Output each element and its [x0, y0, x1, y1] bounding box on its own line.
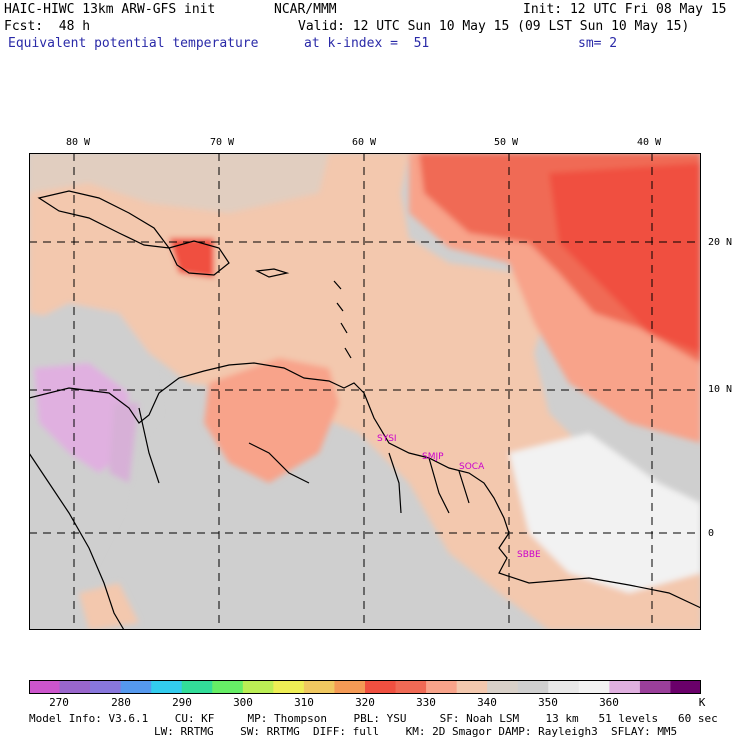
colorbar-swatch	[517, 680, 549, 694]
cbar-tick-300: 300	[233, 696, 253, 709]
cbar-tick-310: 310	[294, 696, 314, 709]
lon-label-50w: 50 W	[494, 137, 519, 148]
level-label: at k-index = 51	[304, 36, 430, 51]
colorbar	[29, 680, 701, 694]
colorbar-swatch	[578, 680, 610, 694]
org-label: NCAR/MMM	[274, 2, 337, 17]
lat-label-eq: 0	[708, 528, 715, 539]
forecast-hour: Fcst: 48 h	[4, 19, 91, 34]
colorbar-swatch	[487, 680, 519, 694]
colorbar-swatch	[395, 680, 427, 694]
cbar-tick-360: 360	[599, 696, 619, 709]
colorbar-swatch	[273, 680, 305, 694]
colorbar-swatch	[365, 680, 397, 694]
lon-label-70w: 70 W	[210, 137, 235, 148]
lon-label-40w: 40 W	[637, 137, 662, 148]
field-name: Equivalent potential temperature	[8, 36, 259, 51]
model-info-line1: Model Info: V3.6.1 CU: KF MP: Thompson P…	[29, 712, 718, 725]
colorbar-swatch	[29, 680, 61, 694]
colorbar-swatch	[151, 680, 183, 694]
model-title: HAIC-HIWC 13km ARW-GFS init	[4, 2, 216, 17]
station-label-sysi: SYSI	[377, 434, 397, 444]
lat-lon-grid	[29, 153, 701, 630]
colorbar-border	[29, 680, 701, 694]
colorbar-swatch	[90, 680, 122, 694]
lon-label-60w: 60 W	[352, 137, 377, 148]
theta-e-shading	[29, 153, 701, 630]
colorbar-swatch	[334, 680, 366, 694]
colorbar-swatch	[426, 680, 458, 694]
colorbar-swatch	[548, 680, 580, 694]
cbar-tick-320: 320	[355, 696, 375, 709]
lon-label-80w: 80 W	[66, 137, 91, 148]
map-panel: SYSI SMJP SOCA SBBE	[29, 153, 701, 630]
colorbar-swatch	[120, 680, 152, 694]
lat-label-20n: 20 N	[708, 237, 733, 248]
colorbar-swatch	[181, 680, 213, 694]
cbar-tick-350: 350	[538, 696, 558, 709]
smoothing-label: sm= 2	[578, 36, 618, 51]
colorbar-swatch	[212, 680, 244, 694]
cbar-tick-290: 290	[172, 696, 192, 709]
init-time: Init: 12 UTC Fri 08 May 15	[523, 2, 727, 17]
colorbar-swatch	[59, 680, 91, 694]
coastlines	[29, 190, 701, 630]
station-label-smjp: SMJP	[422, 452, 444, 462]
colorbar-swatch	[670, 680, 701, 694]
cbar-tick-280: 280	[111, 696, 131, 709]
cbar-tick-270: 270	[49, 696, 69, 709]
lat-label-10n: 10 N	[708, 384, 733, 395]
valid-time: Valid: 12 UTC Sun 10 May 15 (09 LST Sun …	[298, 19, 690, 34]
cbar-unit: K	[698, 696, 706, 709]
station-label-soca: SOCA	[459, 462, 485, 472]
colorbar-swatch	[456, 680, 488, 694]
colorbar-swatch	[303, 680, 335, 694]
station-label-sbbe: SBBE	[517, 550, 541, 560]
colorbar-swatch	[242, 680, 274, 694]
cbar-tick-330: 330	[416, 696, 436, 709]
colorbar-swatch	[609, 680, 641, 694]
colorbar-swatch	[639, 680, 671, 694]
model-info-line2: LW: RRTMG SW: RRTMG DIFF: full KM: 2D Sm…	[154, 725, 678, 738]
cbar-tick-340: 340	[477, 696, 497, 709]
